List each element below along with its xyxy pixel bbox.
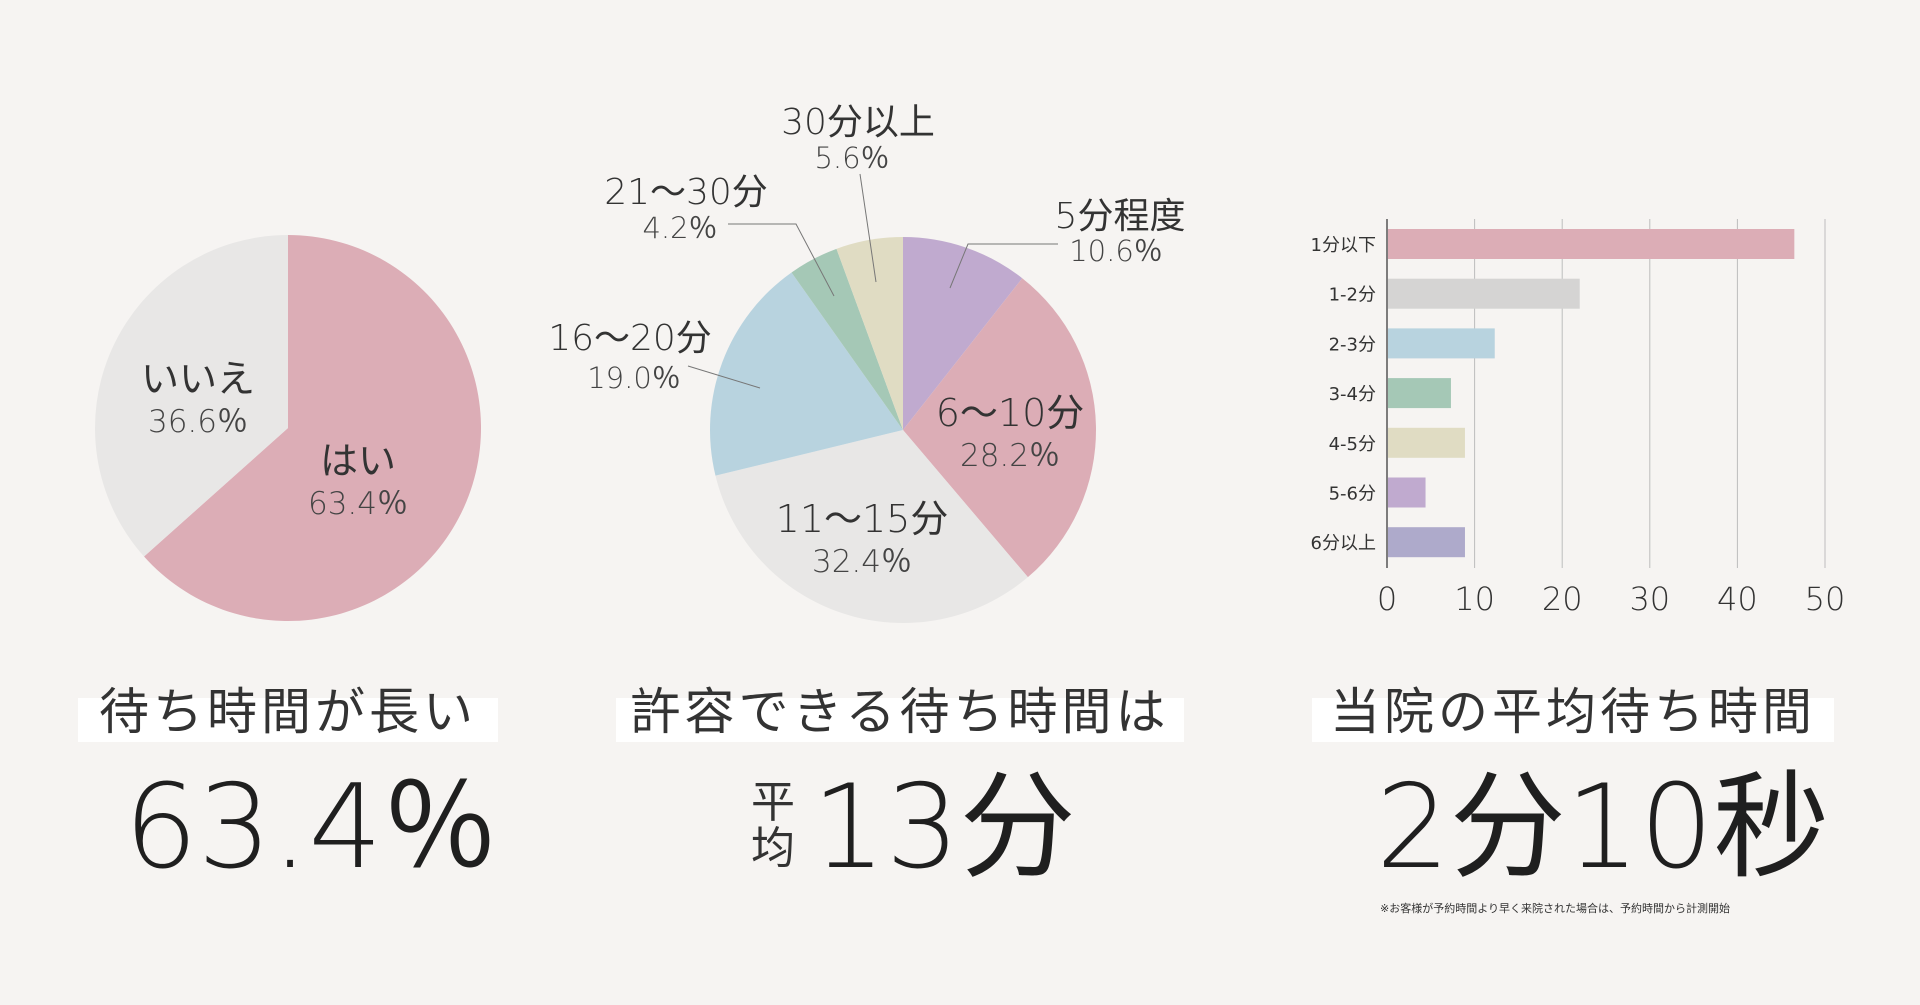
caption-bar-right — [1312, 698, 1834, 742]
pie2-slice-3 — [710, 272, 903, 476]
pie2-slice-2 — [715, 430, 1028, 623]
bar-3 — [1388, 378, 1451, 409]
caption-acceptable-wait: 許容できる待ち時間は — [630, 683, 1170, 741]
pie2-leader-line-4 — [728, 223, 835, 297]
bar-category-label-5: 5-6分 — [1329, 484, 1376, 505]
bar-x-tick-label-1: 10 — [1454, 580, 1495, 618]
bar-x-tick-label-5: 50 — [1805, 580, 1846, 618]
pie2-slice-4 — [791, 248, 903, 430]
bar-category-label-3: 3-4分 — [1329, 384, 1376, 405]
pie2-slice-1 — [903, 278, 1096, 578]
bar-0 — [1388, 229, 1795, 259]
bar-x-tick-label-4: 40 — [1717, 580, 1758, 618]
pie2-leader-line-3 — [687, 365, 761, 389]
bar-category-label-1: 1-2分 — [1329, 285, 1376, 306]
caption-long-wait: 待ち時間が長い — [99, 683, 477, 741]
pie2-value-2: 32.4％ — [812, 544, 912, 580]
pie2-value-0: 10.6％ — [1069, 234, 1163, 268]
bar-x-tick-label-0: 0 — [1377, 580, 1397, 618]
pie1-value-0: 63.4％ — [308, 486, 408, 522]
pie2-label-4: 21～30分 — [604, 172, 768, 213]
pie1-label-1: いいえ — [141, 357, 255, 401]
bar-2 — [1388, 328, 1495, 359]
pie2-slice-5 — [836, 237, 903, 430]
pie2-label-2: 11～15分 — [776, 497, 949, 541]
bar-6 — [1388, 527, 1465, 558]
pie2-label-3: 16～20分 — [548, 318, 712, 359]
caption-bar-left — [78, 698, 498, 742]
pie1-label-0: はい — [320, 439, 396, 483]
pie2-label-1: 6～10分 — [936, 391, 1085, 435]
bar-x-tick-label-2: 20 — [1542, 580, 1583, 618]
average-label: 平均 — [751, 777, 795, 875]
pie2-label-5: 30分以上 — [781, 102, 935, 143]
pie2-slice-0 — [903, 237, 1023, 430]
measurement-note: ※お客様が予約時間より早く来院された場合は、予約時間から計測開始 — [1380, 902, 1730, 915]
caption-bar-center — [616, 698, 1184, 742]
big-value-actual-wait: 2分10秒 — [1376, 760, 1830, 895]
pie2-leader-line-5 — [859, 173, 877, 283]
pie1-slice-0 — [144, 235, 481, 621]
bar-category-label-0: 1分以下 — [1311, 235, 1376, 256]
caption-actual-wait: 当院の平均待ち時間 — [1330, 683, 1816, 741]
bar-category-label-4: 4-5分 — [1329, 434, 1376, 455]
bar-1 — [1388, 278, 1580, 309]
pie1-slice-1 — [94, 235, 289, 557]
bar-category-label-2: 2-3分 — [1329, 334, 1376, 355]
big-value-acceptable-wait: 13分 — [812, 760, 1076, 895]
bar-x-tick-label-3: 30 — [1629, 580, 1670, 618]
bar-5 — [1388, 477, 1426, 508]
pie1-value-1: 36.6％ — [148, 404, 248, 440]
bar-chart-actual-wait: 0 10 20 30 40 50 1分以下 1-2分 2-3分 3-4分 4-5分 5-6分 6分以上 — [1311, 219, 1846, 618]
pie2-value-5: 5.6％ — [814, 141, 889, 175]
bar-category-label-6: 6分以上 — [1311, 533, 1376, 554]
big-value-long-wait: 63.4％ — [124, 760, 499, 895]
pie2-value-1: 28.2％ — [960, 438, 1060, 474]
pie2-value-4: 4.2％ — [642, 211, 717, 245]
pie2-leader-line-0 — [949, 243, 1058, 289]
bar-4 — [1388, 427, 1465, 458]
pie2-value-3: 19.0％ — [587, 361, 681, 395]
pie2-label-0: 5分程度 — [1055, 196, 1186, 237]
